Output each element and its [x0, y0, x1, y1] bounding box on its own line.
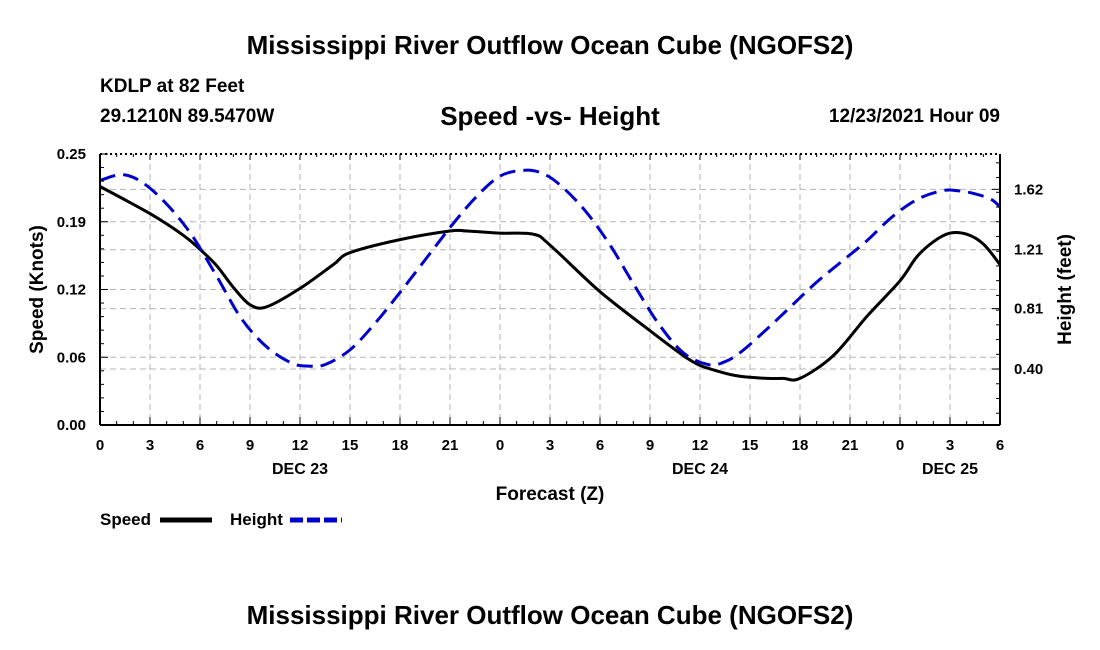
x-tick-label: 0: [96, 437, 104, 454]
x-tick-label: 21: [842, 437, 859, 454]
speed-series-line: [99, 185, 1002, 382]
x-axis-title: Forecast (Z): [496, 484, 605, 505]
y-tick-label: 0.12: [57, 282, 86, 299]
x-tick-label: 0: [896, 437, 904, 454]
date-label: DEC 25: [922, 461, 978, 478]
x-tick-label: 12: [692, 437, 709, 454]
x-tick-label: 15: [342, 437, 359, 454]
chart-main-title: Mississippi River Outflow Ocean Cube (NG…: [246, 30, 854, 60]
y-tick-label: 0.19: [57, 214, 86, 231]
date-label: DEC 23: [272, 461, 328, 478]
y-tick-label: 0.25: [57, 146, 86, 163]
grid-layer: [100, 154, 1000, 425]
x-tick-label: 12: [292, 437, 309, 454]
x-tick-label: 6: [596, 437, 604, 454]
x-tick-label: 3: [146, 437, 154, 454]
legend-speed-label: Speed: [100, 510, 152, 529]
x-tick-label: 3: [946, 437, 954, 454]
y2-axis-title: Height (feet): [1055, 234, 1076, 345]
coordinates-label: 29.1210N 89.5470W: [100, 106, 275, 127]
y2-tick-label: 0.81: [1014, 301, 1043, 318]
date-label: DEC 24: [672, 461, 728, 478]
series-layer: [99, 168, 1002, 382]
chart-subtitle: Speed -vs- Height: [440, 101, 660, 131]
y2-tick-label: 1.62: [1014, 181, 1043, 198]
chart-footer-title: Mississippi River Outflow Ocean Cube (NG…: [246, 600, 854, 630]
x-tick-label: 0: [496, 437, 504, 454]
x-tick-label: 6: [996, 437, 1004, 454]
y-tick-label: 0.06: [57, 349, 86, 366]
x-tick-label: 6: [196, 437, 204, 454]
x-tick-label: 9: [246, 437, 254, 454]
x-tick-label: 9: [646, 437, 654, 454]
x-tick-label: 18: [792, 437, 809, 454]
y-axis-title: Speed (Knots): [27, 225, 48, 354]
y-tick-label: 0.00: [57, 417, 86, 434]
label-layer: 0 3 6 9 12 15 18 21 0 3 6 9 12 15 18 21 0 3 6 DEC 23 DEC 24 D…: [27, 146, 1076, 505]
y2-tick-label: 1.21: [1014, 242, 1043, 259]
x-tick-label: 21: [442, 437, 459, 454]
height-series-line: [99, 168, 1002, 368]
x-tick-label: 15: [742, 437, 759, 454]
legend-height-label: Height: [230, 510, 283, 529]
y2-tick-label: 0.40: [1014, 361, 1043, 378]
forecast-datetime: 12/23/2021 Hour 09: [828, 106, 1000, 127]
x-tick-label: 18: [392, 437, 409, 454]
axis-layer: [99, 153, 1001, 426]
x-tick-label: 3: [546, 437, 554, 454]
station-label: KDLP at 82 Feet: [100, 76, 245, 97]
